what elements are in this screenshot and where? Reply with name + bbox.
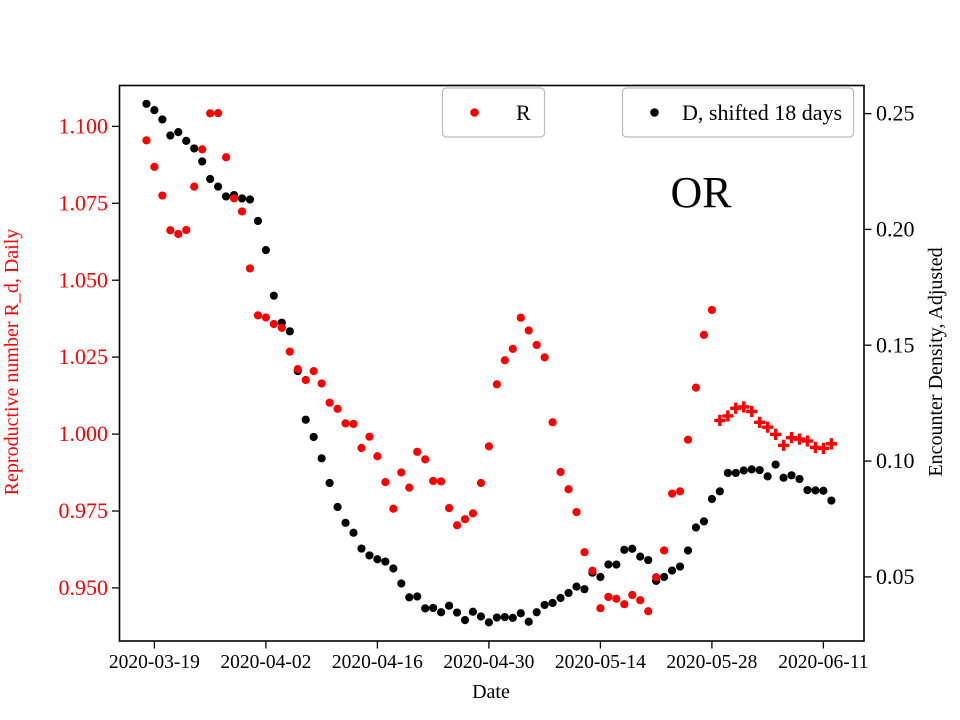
svg-text:D, shifted 18 days: D, shifted 18 days <box>682 100 842 125</box>
svg-text:0.05: 0.05 <box>876 564 915 589</box>
svg-text:R: R <box>516 100 531 125</box>
svg-text:2020-04-30: 2020-04-30 <box>443 652 534 673</box>
svg-text:0.15: 0.15 <box>876 332 915 357</box>
svg-text:1.000: 1.000 <box>59 421 109 446</box>
svg-text:OR: OR <box>670 168 732 217</box>
svg-text:0.975: 0.975 <box>59 498 109 523</box>
svg-text:2020-05-14: 2020-05-14 <box>555 652 646 673</box>
svg-text:Reproductive number R_d, Daily: Reproductive number R_d, Daily <box>1 229 23 496</box>
svg-text:0.10: 0.10 <box>876 448 915 473</box>
svg-text:0.25: 0.25 <box>876 101 915 126</box>
svg-text:2020-04-02: 2020-04-02 <box>220 652 311 673</box>
svg-text:2020-03-19: 2020-03-19 <box>109 652 200 673</box>
svg-text:1.100: 1.100 <box>59 114 109 139</box>
svg-text:2020-04-16: 2020-04-16 <box>332 652 423 673</box>
svg-text:1.050: 1.050 <box>59 267 109 292</box>
svg-text:1.025: 1.025 <box>59 344 109 369</box>
svg-text:Date: Date <box>472 681 510 703</box>
svg-text:0.20: 0.20 <box>876 217 915 242</box>
svg-text:2020-06-11: 2020-06-11 <box>778 652 868 673</box>
svg-text:2020-05-28: 2020-05-28 <box>666 652 757 673</box>
svg-text:0.950: 0.950 <box>59 575 109 600</box>
svg-text:Encounter Density, Adjusted: Encounter Density, Adjusted <box>925 247 947 476</box>
svg-text:1.075: 1.075 <box>59 190 109 215</box>
